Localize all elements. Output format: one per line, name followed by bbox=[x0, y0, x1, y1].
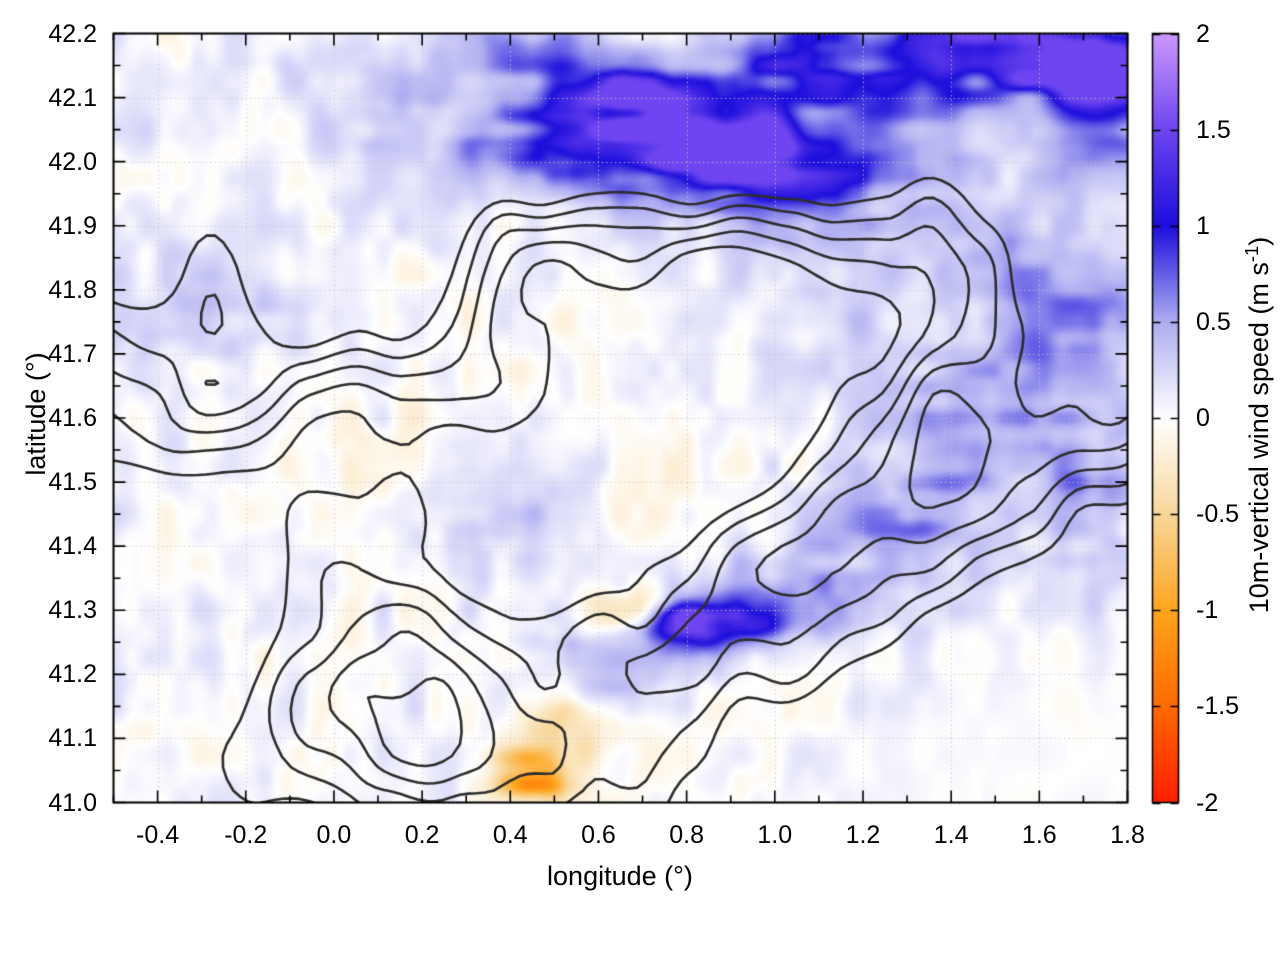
x-tick-label: 1.6 bbox=[1021, 821, 1057, 849]
colorbar-tick-label: 2 bbox=[1196, 19, 1210, 48]
x-tick-label: 1.8 bbox=[1110, 821, 1145, 849]
x-tick-label: -0.2 bbox=[224, 821, 268, 849]
y-tick-label: 41.6 bbox=[48, 404, 97, 432]
y-tick-label: 41.3 bbox=[48, 596, 97, 625]
x-axis-label: longitude (°) bbox=[547, 861, 693, 891]
y-tick-label: 41.1 bbox=[48, 724, 97, 753]
y-tick-label: 41.7 bbox=[48, 339, 97, 368]
y-tick-label: 42.0 bbox=[48, 147, 97, 176]
x-tick-label: 1.2 bbox=[845, 821, 881, 849]
colorbar-tick-label: -2 bbox=[1196, 788, 1219, 817]
colorbar-tick-label: -0.5 bbox=[1196, 500, 1240, 529]
y-tick-label: 41.0 bbox=[48, 788, 97, 817]
x-tick-label: 0.6 bbox=[581, 821, 616, 849]
x-tick-label: -0.4 bbox=[136, 821, 180, 849]
y-tick-label: 42.2 bbox=[48, 19, 97, 48]
colorbar-tick-label: 0.5 bbox=[1196, 307, 1231, 336]
colorbar-tick-label: 1 bbox=[1196, 211, 1210, 240]
x-tick-label: 0.8 bbox=[669, 821, 704, 849]
colorbar-tick-label: -1.5 bbox=[1196, 692, 1240, 721]
y-tick-label: 41.9 bbox=[48, 211, 97, 240]
y-tick-label: 41.5 bbox=[48, 468, 97, 497]
x-tick-label: 0.0 bbox=[316, 821, 352, 849]
y-tick-label: 42.1 bbox=[48, 83, 97, 112]
x-tick-label: 0.4 bbox=[492, 821, 528, 849]
y-tick-label: 41.8 bbox=[48, 275, 97, 304]
colorbar-tick-label: -1 bbox=[1196, 596, 1219, 625]
y-tick-label: 41.2 bbox=[48, 660, 97, 689]
colorbar-tick-label: 1.5 bbox=[1196, 115, 1231, 144]
x-tick-label: 1.0 bbox=[757, 821, 793, 849]
colorbar-label-superscript: -1 bbox=[1241, 245, 1262, 263]
colorbar-tick-label: 0 bbox=[1196, 404, 1210, 432]
x-tick-label: 1.4 bbox=[933, 821, 969, 849]
y-tick-label: 41.4 bbox=[48, 532, 97, 561]
x-tick-label: 0.2 bbox=[404, 821, 440, 849]
